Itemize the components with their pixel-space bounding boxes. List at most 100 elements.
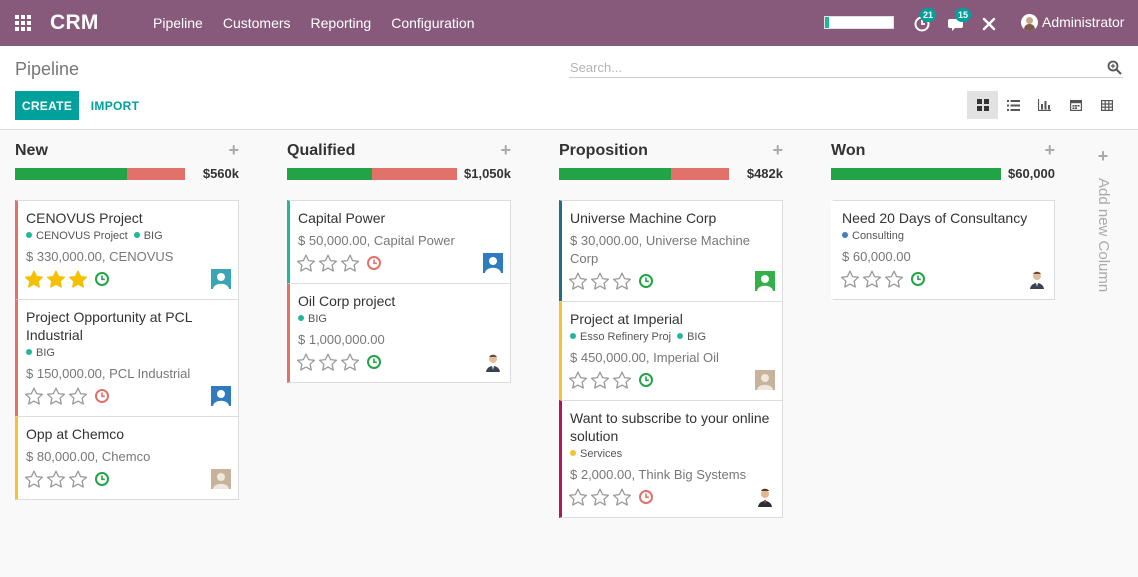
activity-clock-icon[interactable] [366, 354, 382, 370]
menu-item-customers[interactable]: Customers [222, 15, 291, 31]
card-title: CENOVUS Project [26, 210, 143, 226]
pivot-view-button[interactable] [1091, 91, 1122, 119]
activities-button[interactable]: 21 [911, 8, 937, 34]
tag: BIG [677, 331, 706, 343]
star-empty-icon[interactable] [568, 272, 588, 290]
star-empty-icon[interactable] [590, 488, 610, 506]
star-empty-icon[interactable] [24, 387, 44, 405]
salesperson-avatar[interactable] [211, 386, 231, 406]
star-empty-icon[interactable] [340, 353, 360, 371]
kanban-card[interactable]: Need 20 Days of Consultancy Consulting $ 6… [831, 200, 1055, 300]
kanban-card[interactable]: CENOVUS Project CENOVUS Project BIG $ 330,0… [15, 200, 239, 300]
card-tags: Esso Refinery Proj BIG [570, 330, 774, 344]
app-brand[interactable]: CRM [50, 11, 99, 34]
star-empty-icon[interactable] [318, 353, 338, 371]
star-empty-icon[interactable] [612, 272, 632, 290]
star-empty-icon[interactable] [590, 272, 610, 290]
column-progress-bar[interactable] [287, 168, 457, 180]
menu-item-configuration[interactable]: Configuration [391, 15, 475, 31]
activity-clock-icon[interactable] [366, 255, 382, 271]
star-empty-icon[interactable] [318, 254, 338, 272]
user-avatar[interactable] [1021, 14, 1038, 31]
star-empty-icon[interactable] [46, 387, 66, 405]
star-empty-icon[interactable] [568, 488, 588, 506]
kanban-card[interactable]: Project Opportunity at PCL Industrial BIG… [15, 299, 239, 417]
onboarding-progress[interactable] [824, 16, 894, 29]
quick-create-plus-icon[interactable]: + [772, 140, 783, 160]
messages-button[interactable]: 15 [946, 8, 972, 34]
column-progress-bar[interactable] [15, 168, 185, 180]
bar-chart-icon [1038, 99, 1051, 111]
star-empty-icon[interactable] [862, 270, 882, 288]
star-empty-icon[interactable] [68, 470, 88, 488]
list-view-button[interactable] [998, 91, 1029, 119]
column-header[interactable]: Won + [831, 130, 1055, 168]
column-progress-bar[interactable] [559, 168, 729, 180]
salesperson-avatar[interactable] [1027, 269, 1047, 289]
salesperson-avatar[interactable] [211, 269, 231, 289]
salesperson-avatar[interactable] [483, 352, 503, 372]
kanban-card[interactable]: Project at Imperial Esso Refinery Proj BIG… [559, 301, 783, 401]
search-input[interactable] [569, 56, 1099, 78]
menu-item-reporting[interactable]: Reporting [310, 15, 372, 31]
quick-create-plus-icon[interactable]: + [500, 140, 511, 160]
search-bar [569, 56, 1123, 78]
column-header[interactable]: New + [15, 130, 239, 168]
user-menu-name[interactable]: Administrator [1042, 14, 1125, 30]
salesperson-avatar[interactable] [211, 469, 231, 489]
create-button[interactable]: CREATE [15, 91, 79, 120]
star-empty-icon[interactable] [24, 470, 44, 488]
activity-clock-icon[interactable] [638, 273, 654, 289]
card-title: Oil Corp project [298, 293, 396, 309]
kanban-card[interactable]: Want to subscribe to your online solutio… [559, 400, 783, 518]
star-empty-icon[interactable] [884, 270, 904, 288]
star-filled-icon[interactable] [24, 270, 44, 288]
star-empty-icon[interactable] [296, 254, 316, 272]
star-empty-icon[interactable] [296, 353, 316, 371]
quick-create-plus-icon[interactable]: + [228, 140, 239, 160]
salesperson-avatar[interactable] [755, 271, 775, 291]
debug-tools-button[interactable] [978, 12, 1000, 34]
star-empty-icon[interactable] [340, 254, 360, 272]
column-header[interactable]: Qualified + [287, 130, 511, 168]
activity-clock-icon[interactable] [94, 271, 110, 287]
star-empty-icon[interactable] [68, 387, 88, 405]
add-column-button[interactable]: + Add new Column [1092, 146, 1114, 306]
kanban-card[interactable]: Oil Corp project BIG $ 1,000,000.00 [287, 283, 511, 383]
column-header[interactable]: Proposition + [559, 130, 783, 168]
activity-clock-icon[interactable] [94, 388, 110, 404]
menu-item-pipeline[interactable]: Pipeline [153, 15, 203, 31]
card-amount: $ 60,000.00 [842, 249, 911, 264]
star-empty-icon[interactable] [590, 371, 610, 389]
kanban-card[interactable]: Universe Machine Corp $ 30,000.00, Univer… [559, 200, 783, 302]
activity-clock-icon[interactable] [638, 489, 654, 505]
apps-menu-button[interactable] [0, 0, 46, 46]
activity-clock-icon[interactable] [94, 471, 110, 487]
star-empty-icon[interactable] [46, 470, 66, 488]
activity-clock-icon[interactable] [910, 271, 926, 287]
kanban-card[interactable]: Capital Power $ 50,000.00, Capital Power [287, 200, 511, 284]
calendar-view-button[interactable] [1060, 91, 1091, 119]
import-button[interactable]: IMPORT [84, 91, 146, 120]
quick-create-plus-icon[interactable]: + [1044, 140, 1055, 160]
salesperson-avatar[interactable] [755, 370, 775, 390]
column-cards: Universe Machine Corp $ 30,000.00, Univer… [559, 200, 783, 518]
star-empty-icon[interactable] [840, 270, 860, 288]
activity-clock-icon[interactable] [638, 372, 654, 388]
salesperson-avatar[interactable] [483, 253, 503, 273]
tag-label: CENOVUS Project [36, 230, 128, 242]
plus-icon: + [1097, 146, 1109, 166]
star-empty-icon[interactable] [612, 488, 632, 506]
kanban-card[interactable]: Opp at Chemco $ 80,000.00, Chemco [15, 416, 239, 500]
search-icon[interactable] [1107, 60, 1122, 75]
graph-view-button[interactable] [1029, 91, 1060, 119]
star-filled-icon[interactable] [68, 270, 88, 288]
tag: BIG [133, 230, 163, 242]
star-empty-icon[interactable] [612, 371, 632, 389]
star-empty-icon[interactable] [568, 371, 588, 389]
salesperson-avatar[interactable] [755, 487, 775, 507]
main-menu: Pipeline Customers Reporting Configurati… [143, 0, 485, 46]
kanban-view-button[interactable] [967, 91, 998, 119]
star-filled-icon[interactable] [46, 270, 66, 288]
column-progress-bar[interactable] [831, 168, 1001, 180]
